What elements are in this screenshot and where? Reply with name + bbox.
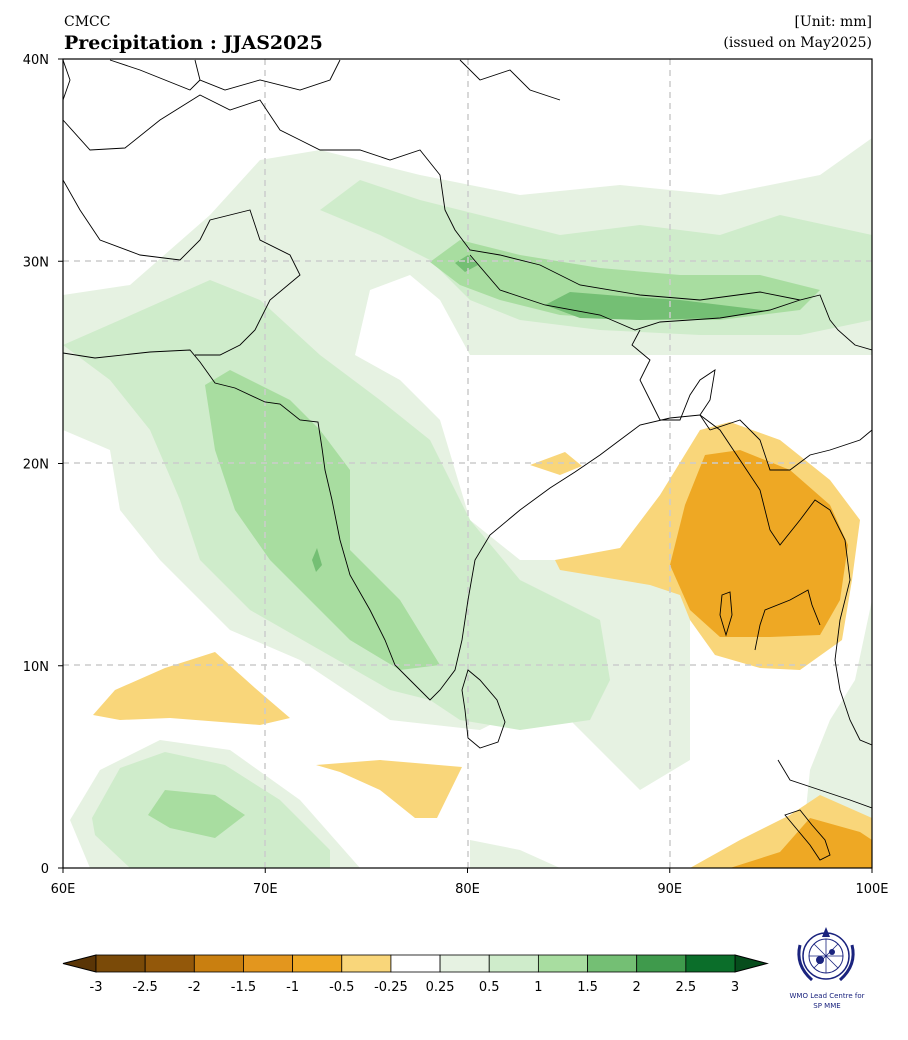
shade-green-15 (545, 292, 770, 320)
colorbar-swatch (537, 954, 588, 973)
y-tick-label: 10N (23, 660, 49, 675)
wmo-logo: WMO Lead Centre for SP MME (790, 927, 865, 1010)
colorbar-swatch (439, 954, 490, 973)
x-tick-label: 60E (51, 882, 76, 897)
map-gridlines (63, 59, 872, 868)
colorbar-tick-label: -3 (90, 980, 103, 995)
source-label: CMCC (64, 14, 111, 30)
y-tick-label: 0 (41, 862, 49, 877)
colorbar-tick-label: 1 (534, 980, 542, 995)
anomaly-shading (63, 138, 872, 868)
colorbar-tick-label: 1.5 (577, 980, 598, 995)
shade-green-1-sw (148, 790, 245, 838)
colorbar-tick-label: 3 (731, 980, 739, 995)
colorbar-swatch (292, 954, 343, 973)
wmo-emblem-icon (797, 927, 855, 982)
x-tick-label: 100E (855, 882, 888, 897)
colorbar-swatch (636, 954, 687, 973)
shade-orange-05-spot (530, 452, 582, 475)
issued-label: (issued on May2025) (723, 35, 872, 51)
y-tick-label: 20N (23, 458, 49, 473)
shade-green-025-s (470, 840, 560, 868)
colorbar-swatch (95, 954, 146, 973)
colorbar-over-arrow (734, 954, 769, 973)
map-title: Precipitation : JJAS2025 (64, 32, 323, 54)
shade-green-1-north (430, 240, 820, 320)
colorbar-tick-label: 0.25 (426, 980, 455, 995)
colorbar-swatch (685, 954, 736, 973)
coastlines (63, 349, 872, 861)
y-axis: 40N 30N 20N 10N 0 (23, 53, 63, 877)
x-axis: 60E 70E 80E 90E 100E (51, 868, 889, 897)
colorbar-tick-label: -2 (188, 980, 201, 995)
colorbar-tick-label: 0.5 (479, 980, 500, 995)
y-tick-label: 30N (23, 255, 49, 270)
colorbar: -3 -2.5 -2 -1.5 -1 -0.5 -0.25 0.25 0.5 1 1.5 2 2.5 3 (62, 954, 769, 995)
country-borders (63, 59, 872, 471)
unit-label: [Unit: mm] (794, 14, 872, 30)
colorbar-tick-label: -0.5 (329, 980, 354, 995)
logo-line-1: WMO Lead Centre for (790, 992, 865, 1000)
colorbar-swatch (390, 954, 441, 973)
shade-orange-1-se (730, 818, 872, 868)
x-tick-label: 70E (253, 882, 278, 897)
shade-green-15-dot1 (455, 255, 478, 272)
colorbar-swatch (144, 954, 195, 973)
shade-orange-1 (670, 450, 848, 637)
shade-orange-05-w (93, 652, 290, 725)
colorbar-tick-label: 2.5 (676, 980, 697, 995)
colorbar-tick-label: -1 (286, 980, 299, 995)
colorbar-swatch (587, 954, 638, 973)
y-tick-label: 40N (23, 53, 49, 68)
colorbar-swatch (193, 954, 244, 973)
shade-green-15-dot2 (312, 548, 322, 572)
colorbar-tick-label: -1.5 (231, 980, 256, 995)
colorbar-tick-label: 2 (633, 980, 641, 995)
colorbar-swatch (243, 954, 294, 973)
colorbar-under-arrow (62, 954, 97, 973)
shade-orange-05-c (316, 760, 462, 818)
x-tick-label: 80E (455, 882, 480, 897)
logo-line-2: SP MME (813, 1002, 840, 1010)
colorbar-tick-label: -2.5 (132, 980, 157, 995)
colorbar-swatch (488, 954, 539, 973)
colorbar-swatch (341, 954, 392, 973)
colorbar-tick-label: -0.25 (374, 980, 408, 995)
shade-green-1 (205, 370, 440, 670)
x-tick-label: 90E (657, 882, 682, 897)
